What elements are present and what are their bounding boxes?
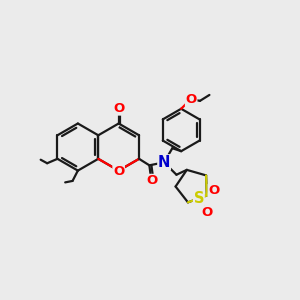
Text: O: O <box>201 206 212 219</box>
Text: S: S <box>194 191 204 206</box>
Text: O: O <box>186 93 197 106</box>
Text: O: O <box>113 102 124 115</box>
Text: O: O <box>208 184 220 197</box>
Text: O: O <box>113 165 124 178</box>
Text: N: N <box>158 155 170 170</box>
Text: O: O <box>146 174 157 188</box>
